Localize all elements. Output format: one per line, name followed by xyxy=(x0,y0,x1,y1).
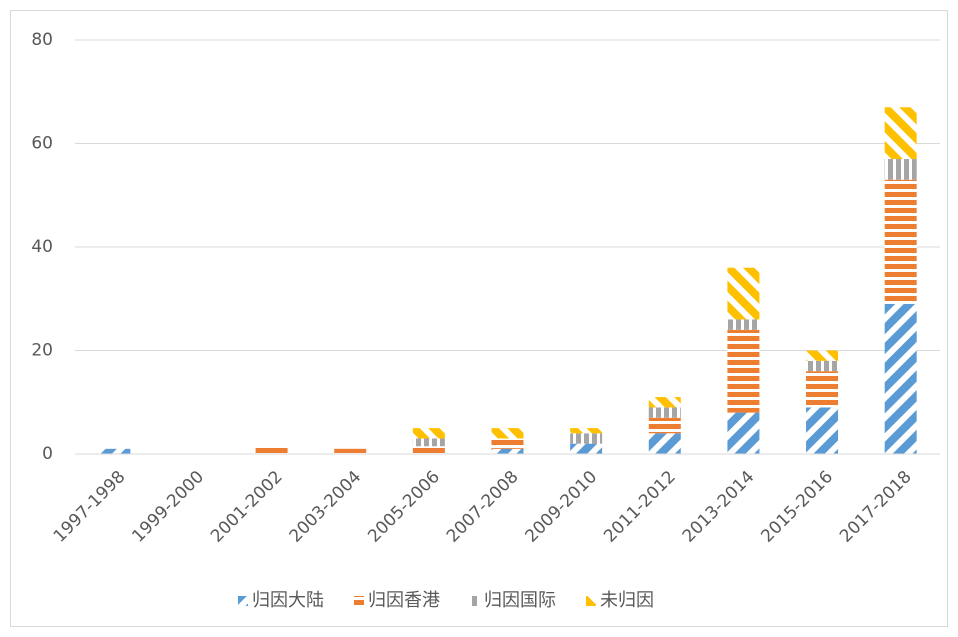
bar-segment xyxy=(727,329,760,413)
legend-label: 归因大陆 xyxy=(252,590,324,611)
bar-segment xyxy=(491,428,524,439)
bar-segment xyxy=(491,438,524,449)
bar-segment xyxy=(727,319,760,330)
legend-swatch xyxy=(354,596,364,606)
bar-segment xyxy=(806,407,839,454)
bar-segment xyxy=(98,448,131,454)
bar-segment xyxy=(412,446,445,454)
bar-segment xyxy=(570,428,603,434)
legend-swatch xyxy=(238,596,248,606)
legend-label: 未归因 xyxy=(600,590,654,611)
bar-segment xyxy=(412,438,445,447)
bar-segment xyxy=(806,360,839,372)
bar-segment xyxy=(806,371,839,408)
bar-segment xyxy=(648,407,681,418)
bar-segment xyxy=(570,433,603,444)
bar-segment xyxy=(884,179,917,304)
y-tick-label: 80 xyxy=(31,30,53,50)
bar-segment xyxy=(255,446,288,454)
bar-segment xyxy=(570,443,603,454)
legend-label: 归因国际 xyxy=(484,590,556,611)
legend-swatch xyxy=(470,596,480,606)
y-tick-label: 0 xyxy=(42,444,53,464)
bar-segment xyxy=(806,350,839,361)
legend-label: 归因香港 xyxy=(368,590,440,611)
bar-segment xyxy=(884,159,917,180)
bar-segment xyxy=(727,267,760,320)
chart-border xyxy=(10,10,948,627)
bar-segment xyxy=(648,433,681,454)
bar-segment xyxy=(648,417,681,434)
bar-segment xyxy=(884,303,917,454)
bar-segment xyxy=(412,428,445,439)
y-tick-label: 40 xyxy=(31,237,53,257)
bar-segment xyxy=(648,397,681,408)
bar-segment xyxy=(491,448,524,454)
y-tick-label: 60 xyxy=(31,134,53,154)
bar-segment xyxy=(334,448,367,454)
bar-segment xyxy=(884,107,917,160)
bar-segment xyxy=(727,412,760,454)
y-tick-label: 20 xyxy=(31,341,53,361)
legend-swatch xyxy=(586,596,596,606)
